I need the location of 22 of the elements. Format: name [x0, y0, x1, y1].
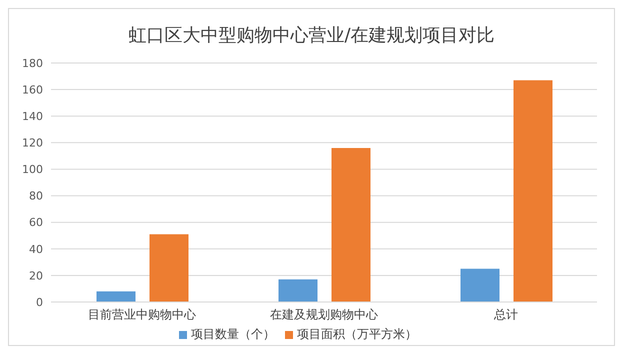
y-tick-label: 100 — [22, 163, 43, 176]
bar — [150, 234, 188, 302]
y-tick-label: 140 — [22, 110, 43, 124]
y-tick-label: 60 — [29, 216, 43, 230]
y-tick-label: 120 — [22, 136, 43, 150]
y-tick-label: 180 — [22, 56, 43, 70]
bar — [514, 80, 552, 302]
y-tick-label: 40 — [29, 242, 43, 256]
bar — [460, 268, 500, 302]
y-tick-label: 160 — [22, 83, 43, 96]
x-tick-label: 总计 — [493, 308, 518, 322]
bar — [278, 279, 318, 302]
bar — [96, 291, 136, 302]
y-tick-label: 0 — [36, 296, 43, 309]
legend-label: 项目数量（个） — [191, 327, 275, 341]
chart-title: 虹口区大中型购物中心营业/在建规划项目对比 — [127, 24, 496, 48]
legend-label: 项目面积（万平方米） — [297, 327, 417, 341]
x-tick-label: 在建及规划购物中心 — [270, 308, 378, 322]
bar — [332, 148, 370, 302]
y-tick-label: 20 — [29, 269, 43, 282]
x-tick-label: 目前营业中购物中心 — [88, 308, 196, 322]
y-tick-label: 80 — [29, 190, 43, 203]
